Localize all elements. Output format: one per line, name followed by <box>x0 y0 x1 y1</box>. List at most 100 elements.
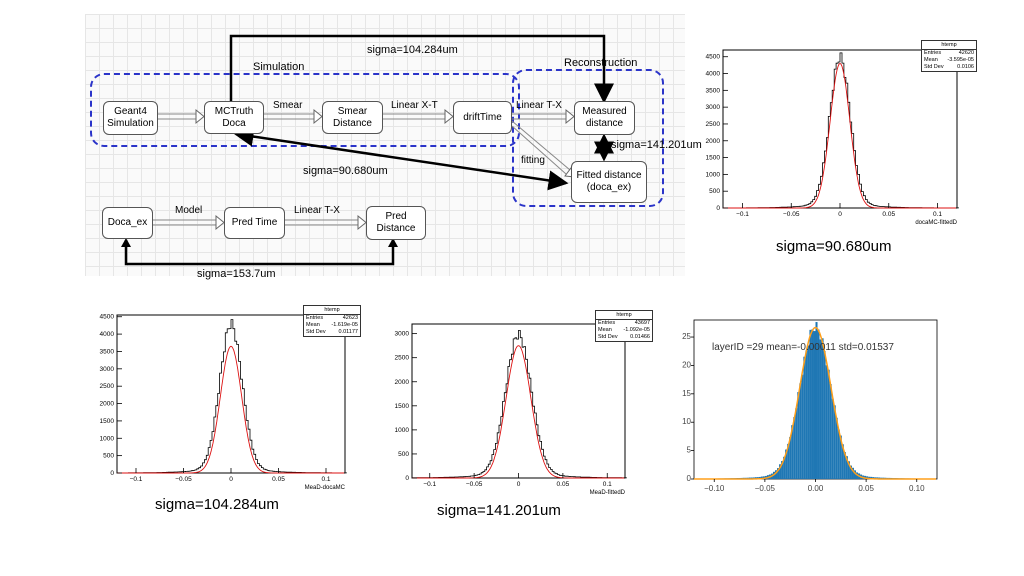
hist-bar-45 <box>785 449 788 479</box>
plot-title: layerID =29 mean=-0.00011 std=0.01537 <box>712 342 894 353</box>
hist-bar-48 <box>791 425 794 479</box>
y-tick-label-8: 4000 <box>100 331 115 338</box>
y-tick-label-3: 1500 <box>706 155 721 162</box>
stats-value: 0.01177 <box>338 329 358 335</box>
fitted-distance-box: Fitted distance (doca_ex) <box>571 161 647 203</box>
stats-title: htemp <box>922 41 976 50</box>
y-tick-label-4: 2000 <box>100 401 115 408</box>
y-tick-label-1: 500 <box>103 453 114 460</box>
chart-svg: −0.1 −0.05 0 0.05 0.1 0 500 1000 1500 2000 2500 300… <box>706 49 959 226</box>
hist-bar-58 <box>811 329 814 479</box>
hist-bar-50 <box>795 408 798 479</box>
drifttime-box: driftTime <box>453 101 512 134</box>
stats-key: Mean <box>924 57 938 63</box>
hist-bar-55 <box>805 350 808 479</box>
hist-bar-52 <box>799 383 802 479</box>
stats-row: Std Dev 0.0106 <box>922 64 976 71</box>
bottom-sigma-line <box>124 240 395 266</box>
pred-distance-box: Pred Distance <box>366 206 426 240</box>
x-tick-label-0: −0.1 <box>736 211 749 218</box>
x-tick-label-4: 0.1 <box>603 481 612 488</box>
x-tick-label-0: −0.1 <box>423 481 436 488</box>
stats-row: Entries 42623 <box>304 315 360 322</box>
hist-bar-65 <box>825 365 828 479</box>
stats-value: 42623 <box>342 315 358 321</box>
x-tick-label-0: −0.10 <box>704 484 725 493</box>
sigma-right-label: sigma=141.201um <box>611 139 702 151</box>
stats-key: Entries <box>924 50 942 56</box>
hist-bar-59 <box>813 331 816 479</box>
mid-sigma-line <box>233 126 569 191</box>
hist-bar-42 <box>779 464 782 479</box>
y-tick-label-5: 2500 <box>395 355 410 362</box>
x-tick-label-3: 0.05 <box>858 484 874 493</box>
histogram-step <box>116 319 347 474</box>
measured-distance-box: Measured distance <box>574 101 635 135</box>
fitting-label: fitting <box>521 155 545 166</box>
hist-bar-51 <box>797 392 800 479</box>
stats-value: 0.0106 <box>957 64 974 70</box>
stats-key: Mean <box>306 322 320 328</box>
pred-time-box: Pred Time <box>224 207 285 239</box>
x-tick-label-2: 0 <box>229 476 233 483</box>
hist-bar-67 <box>829 384 832 479</box>
stats-row: Mean -3.595e-05 <box>922 57 976 64</box>
y-tick-label-0: 0 <box>405 475 409 482</box>
stats-key: Mean <box>598 327 612 333</box>
smear-arrow-label: Smear <box>273 100 303 111</box>
x-tick-label-3: 0.05 <box>557 481 570 488</box>
y-tick-label-1: 500 <box>709 188 720 195</box>
geant4-box: Geant4 Simulation <box>103 101 158 135</box>
hist-bar-73 <box>841 444 844 479</box>
linear-tx-label: Linear T-X <box>516 100 562 111</box>
stats-value: 43697 <box>634 320 650 326</box>
stats-box: htemp Entries 42620 Mean -3.595e-05 Std Dev 0.… <box>921 40 977 72</box>
model-label: Model <box>175 205 203 216</box>
histogram-step <box>722 52 959 209</box>
plot-frame <box>116 314 346 474</box>
hist-bar-47 <box>789 436 792 479</box>
stats-key: Entries <box>306 315 324 321</box>
y-tick-label-7: 3500 <box>706 87 721 94</box>
chart-svg: −0.1 −0.05 0 0.05 0.1 0 500 1000 1500 2000 2500 300… <box>395 323 627 496</box>
x-tick-label-3: 0.05 <box>272 476 285 483</box>
hist-bar-41 <box>777 468 780 479</box>
hist-bar-72 <box>839 435 842 479</box>
histogram-layer29: −0.10 −0.05 0.00 0.05 0.10 0 5 10 15 20 25 layerID … <box>670 305 945 505</box>
hist-bar-70 <box>835 417 838 479</box>
y-tick-label-5: 2500 <box>100 383 115 390</box>
hist-bar-60 <box>815 322 818 479</box>
stats-row: Std Dev 0.01466 <box>596 334 652 341</box>
plot-frame <box>411 323 626 479</box>
stats-value: 42620 <box>958 50 974 56</box>
y-tick-label-3: 1500 <box>395 403 410 410</box>
hist-bar-75 <box>845 456 848 479</box>
y-tick-label-5: 25 <box>682 332 691 341</box>
x-tick-label-4: 0.1 <box>933 211 942 218</box>
x-tick-label-1: −0.05 <box>175 476 192 483</box>
y-tick-label-8: 4000 <box>706 71 721 78</box>
stats-title: htemp <box>596 311 652 320</box>
histogram-mead-docamc: −0.1 −0.05 0 0.05 0.1 0 500 1000 1500 2000 2500 300… <box>85 305 370 495</box>
hist-bar-62 <box>819 339 822 479</box>
x-axis-label: MeaD-docaMC <box>305 485 346 491</box>
hist-bar-54 <box>803 356 806 479</box>
y-tick-label-7: 3500 <box>100 348 115 355</box>
hist-bar-56 <box>807 345 810 479</box>
y-tick-label-1: 500 <box>398 451 409 458</box>
reconstruction-label: Reconstruction <box>564 57 638 69</box>
hist-bar-63 <box>821 338 824 479</box>
fit-curve <box>412 345 625 479</box>
stats-key: Std Dev <box>306 329 326 335</box>
hist-bar-33 <box>760 476 763 479</box>
stats-value: -3.595e-05 <box>947 57 974 63</box>
y-tick-label-4: 2000 <box>706 138 721 145</box>
stats-row: Mean -1.619e-05 <box>304 322 360 329</box>
stats-row: Std Dev 0.01177 <box>304 329 360 336</box>
y-tick-label-2: 10 <box>682 417 691 426</box>
hist-bar-77 <box>849 465 852 479</box>
sigma-mid-label: sigma=90.680um <box>303 165 388 177</box>
x-axis-label: MeaD-fittedD <box>590 490 626 496</box>
x-tick-label-1: −0.05 <box>466 481 483 488</box>
hist-bar-30 <box>754 477 757 479</box>
